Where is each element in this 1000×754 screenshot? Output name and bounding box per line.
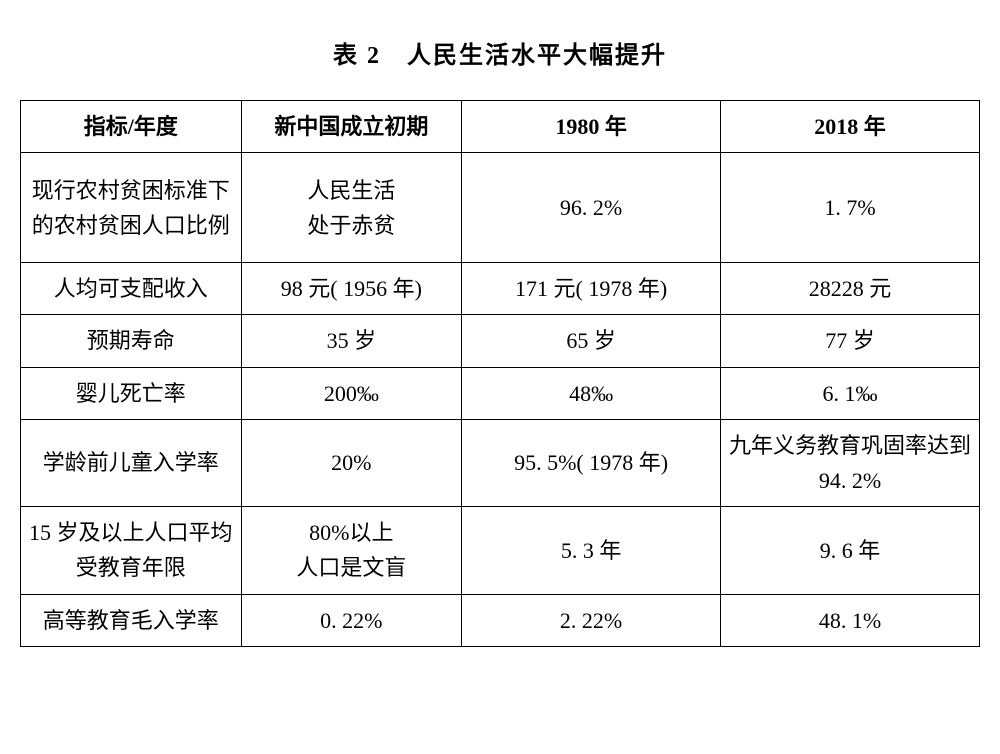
table-header-cell: 指标/年度 [21, 101, 242, 153]
table-cell: 人民生活处于赤贫 [241, 153, 462, 263]
table-cell: 5. 3 年 [462, 507, 721, 594]
table-cell: 9. 6 年 [721, 507, 980, 594]
table-cell: 48‰ [462, 367, 721, 419]
table-cell: 95. 5%( 1978 年) [462, 419, 721, 506]
table-title: 表 2 人民生活水平大幅提升 [333, 35, 667, 70]
table-cell: 65 岁 [462, 315, 721, 367]
table-row: 现行农村贫困标准下的农村贫困人口比例人民生活处于赤贫96. 2%1. 7% [21, 153, 980, 263]
table-cell: 预期寿命 [21, 315, 242, 367]
table-cell: 学龄前儿童入学率 [21, 419, 242, 506]
table-cell: 171 元( 1978 年) [462, 263, 721, 315]
table-header-cell: 1980 年 [462, 101, 721, 153]
table-cell: 婴儿死亡率 [21, 367, 242, 419]
table-row: 15 岁及以上人口平均受教育年限80%以上人口是文盲5. 3 年9. 6 年 [21, 507, 980, 594]
data-table: 指标/年度 新中国成立初期 1980 年 2018 年 现行农村贫困标准下的农村… [20, 100, 980, 647]
table-cell: 20% [241, 419, 462, 506]
table-header-cell: 新中国成立初期 [241, 101, 462, 153]
table-header-row: 指标/年度 新中国成立初期 1980 年 2018 年 [21, 101, 980, 153]
table-row: 学龄前儿童入学率20%95. 5%( 1978 年)九年义务教育巩固率达到 94… [21, 419, 980, 506]
table-cell: 1. 7% [721, 153, 980, 263]
table-row: 婴儿死亡率200‰48‰6. 1‰ [21, 367, 980, 419]
table-row: 高等教育毛入学率0. 22%2. 22%48. 1% [21, 594, 980, 646]
table-cell: 九年义务教育巩固率达到 94. 2% [721, 419, 980, 506]
table-header-cell: 2018 年 [721, 101, 980, 153]
table-cell: 35 岁 [241, 315, 462, 367]
table-cell: 6. 1‰ [721, 367, 980, 419]
table-cell: 96. 2% [462, 153, 721, 263]
table-row: 人均可支配收入98 元( 1956 年)171 元( 1978 年)28228 … [21, 263, 980, 315]
table-cell: 0. 22% [241, 594, 462, 646]
table-cell: 98 元( 1956 年) [241, 263, 462, 315]
table-cell: 15 岁及以上人口平均受教育年限 [21, 507, 242, 594]
table-body: 现行农村贫困标准下的农村贫困人口比例人民生活处于赤贫96. 2%1. 7%人均可… [21, 153, 980, 647]
table-cell: 2. 22% [462, 594, 721, 646]
table-cell: 28228 元 [721, 263, 980, 315]
table-row: 预期寿命35 岁65 岁77 岁 [21, 315, 980, 367]
table-cell: 现行农村贫困标准下的农村贫困人口比例 [21, 153, 242, 263]
table-cell: 200‰ [241, 367, 462, 419]
table-cell: 人均可支配收入 [21, 263, 242, 315]
table-container: 指标/年度 新中国成立初期 1980 年 2018 年 现行农村贫困标准下的农村… [20, 100, 980, 647]
table-cell: 80%以上人口是文盲 [241, 507, 462, 594]
table-cell: 高等教育毛入学率 [21, 594, 242, 646]
table-cell: 77 岁 [721, 315, 980, 367]
table-cell: 48. 1% [721, 594, 980, 646]
